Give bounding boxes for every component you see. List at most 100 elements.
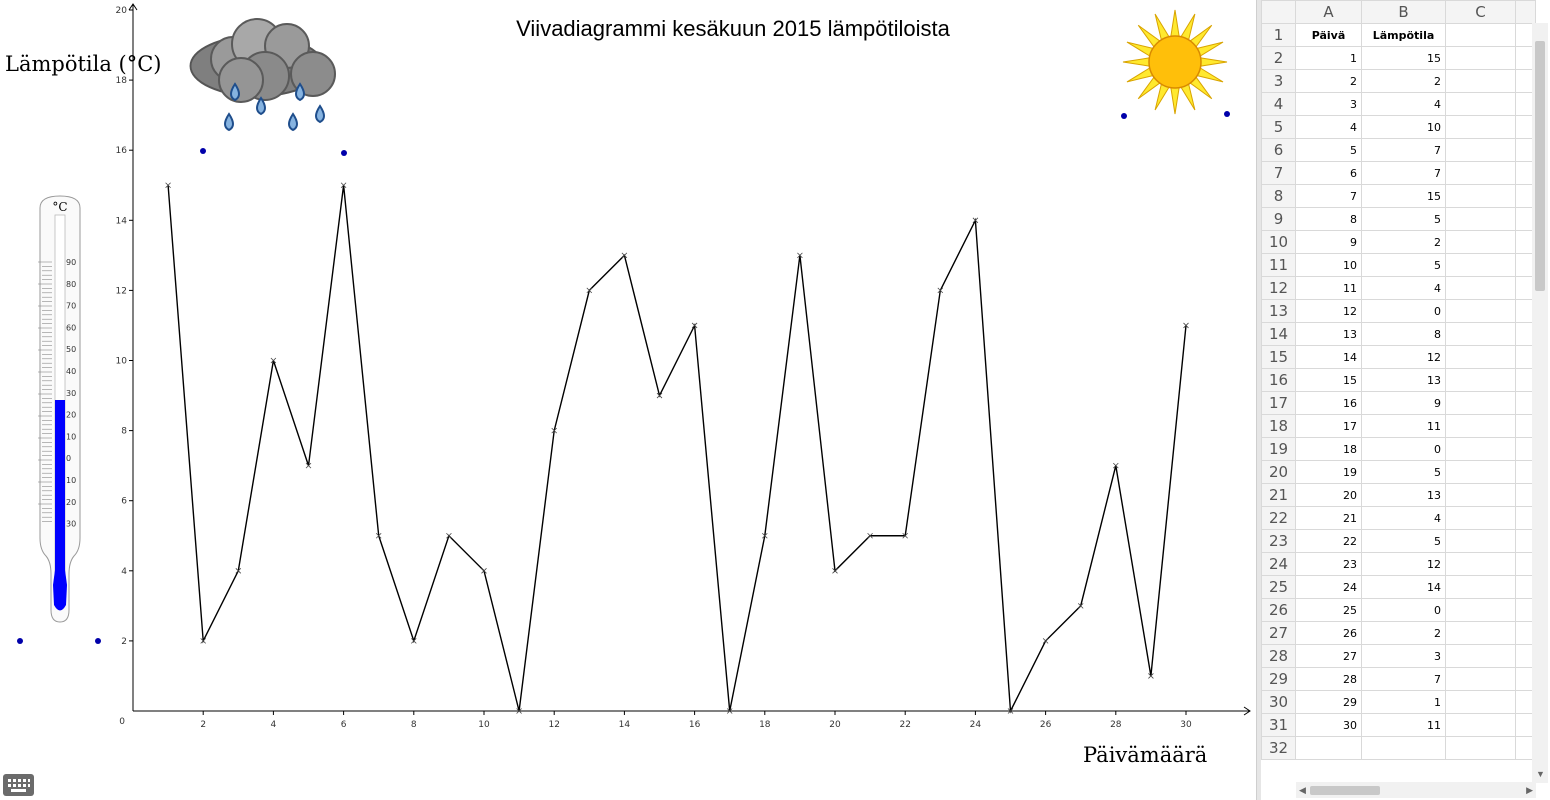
- scroll-left-icon[interactable]: ◀: [1299, 785, 1306, 795]
- row-header[interactable]: 24: [1261, 552, 1296, 576]
- row-header[interactable]: 10: [1261, 230, 1296, 254]
- spreadsheet-cell[interactable]: 23: [1295, 552, 1362, 576]
- row-header[interactable]: 8: [1261, 184, 1296, 208]
- row-header[interactable]: 31: [1261, 713, 1296, 737]
- row-header[interactable]: 5: [1261, 115, 1296, 139]
- spreadsheet-cell[interactable]: [1295, 736, 1362, 760]
- spreadsheet-cell[interactable]: 9: [1361, 391, 1446, 415]
- spreadsheet-cell[interactable]: 10: [1361, 115, 1446, 139]
- spreadsheet-cell[interactable]: [1445, 368, 1516, 392]
- spreadsheet-cell[interactable]: [1445, 161, 1516, 185]
- spreadsheet-cell[interactable]: 2: [1361, 230, 1446, 254]
- spreadsheet-cell[interactable]: [1445, 115, 1516, 139]
- spreadsheet-cell[interactable]: 3: [1361, 644, 1446, 668]
- row-header[interactable]: 12: [1261, 276, 1296, 300]
- spreadsheet-cell[interactable]: 7: [1295, 184, 1362, 208]
- scroll-right-icon[interactable]: ▶: [1526, 785, 1533, 795]
- row-header[interactable]: 14: [1261, 322, 1296, 346]
- spreadsheet-cell[interactable]: 14: [1361, 575, 1446, 599]
- spreadsheet-cell[interactable]: 5: [1361, 253, 1446, 277]
- spreadsheet-cell[interactable]: [1445, 92, 1516, 116]
- row-header[interactable]: 27: [1261, 621, 1296, 645]
- column-header[interactable]: B: [1361, 0, 1446, 24]
- spreadsheet-cell[interactable]: [1445, 506, 1516, 530]
- spreadsheet-cell[interactable]: 1: [1295, 46, 1362, 70]
- spreadsheet-cell[interactable]: 12: [1295, 299, 1362, 323]
- row-header[interactable]: 2: [1261, 46, 1296, 70]
- spreadsheet-cell[interactable]: 22: [1295, 529, 1362, 553]
- spreadsheet-cell[interactable]: Lämpötila: [1361, 23, 1446, 47]
- spreadsheet-cell[interactable]: 0: [1361, 598, 1446, 622]
- spreadsheet-cell[interactable]: 8: [1295, 207, 1362, 231]
- spreadsheet-cell[interactable]: [1445, 667, 1516, 691]
- spreadsheet-cell[interactable]: 25: [1295, 598, 1362, 622]
- vertical-scroll-thumb[interactable]: [1535, 41, 1545, 291]
- spreadsheet-cell[interactable]: 7: [1361, 667, 1446, 691]
- spreadsheet-cell[interactable]: [1445, 575, 1516, 599]
- spreadsheet-cell[interactable]: [1445, 414, 1516, 438]
- spreadsheet-cell[interactable]: [1445, 483, 1516, 507]
- spreadsheet-cell[interactable]: [1361, 736, 1446, 760]
- row-header[interactable]: 23: [1261, 529, 1296, 553]
- spreadsheet-cell[interactable]: 13: [1361, 483, 1446, 507]
- spreadsheet-cell[interactable]: [1445, 46, 1516, 70]
- spreadsheet-cell[interactable]: 14: [1295, 345, 1362, 369]
- spreadsheet-cell[interactable]: [1445, 299, 1516, 323]
- row-header[interactable]: 9: [1261, 207, 1296, 231]
- spreadsheet-cell[interactable]: [1445, 253, 1516, 277]
- row-header[interactable]: 19: [1261, 437, 1296, 461]
- spreadsheet-cell[interactable]: 9: [1295, 230, 1362, 254]
- spreadsheet-cell[interactable]: 0: [1361, 437, 1446, 461]
- spreadsheet-cell[interactable]: 4: [1361, 92, 1446, 116]
- spreadsheet-cell[interactable]: Päivä: [1295, 23, 1362, 47]
- spreadsheet-cell[interactable]: 7: [1361, 138, 1446, 162]
- spreadsheet-cell[interactable]: 15: [1295, 368, 1362, 392]
- rain-cloud-icon[interactable]: [189, 18, 336, 132]
- spreadsheet-cell[interactable]: 2: [1361, 69, 1446, 93]
- spreadsheet-cell[interactable]: 15: [1361, 46, 1446, 70]
- row-header[interactable]: 7: [1261, 161, 1296, 185]
- spreadsheet-cell[interactable]: 3: [1295, 92, 1362, 116]
- row-header[interactable]: 32: [1261, 736, 1296, 760]
- point[interactable]: [341, 150, 347, 156]
- spreadsheet-cell[interactable]: [1445, 276, 1516, 300]
- spreadsheet-cell[interactable]: [1445, 437, 1516, 461]
- spreadsheet-cell[interactable]: 15: [1361, 184, 1446, 208]
- spreadsheet-cell[interactable]: [1445, 621, 1516, 645]
- spreadsheet-cell[interactable]: [1445, 529, 1516, 553]
- spreadsheet-cell[interactable]: [1445, 736, 1516, 760]
- spreadsheet-cell[interactable]: [1445, 207, 1516, 231]
- row-header[interactable]: 22: [1261, 506, 1296, 530]
- point[interactable]: [1121, 113, 1127, 119]
- spreadsheet-cell[interactable]: 4: [1295, 115, 1362, 139]
- spreadsheet-cell[interactable]: 7: [1361, 161, 1446, 185]
- row-header[interactable]: 17: [1261, 391, 1296, 415]
- spreadsheet-cell[interactable]: 2: [1295, 69, 1362, 93]
- column-header[interactable]: C: [1445, 0, 1516, 24]
- sun-icon[interactable]: [1122, 9, 1228, 115]
- spreadsheet-cell[interactable]: [1445, 598, 1516, 622]
- row-header[interactable]: 30: [1261, 690, 1296, 714]
- spreadsheet-cell[interactable]: [1445, 138, 1516, 162]
- spreadsheet-view[interactable]: A B C 1 Päivä Lämpötila 2 1 15 3 2 2 4 3 4 5 4 10 6 5 7 7 6…: [1261, 0, 1550, 800]
- spreadsheet-cell[interactable]: [1445, 23, 1516, 47]
- spreadsheet-cell[interactable]: 4: [1361, 506, 1446, 530]
- row-header[interactable]: 20: [1261, 460, 1296, 484]
- spreadsheet-cell[interactable]: 13: [1295, 322, 1362, 346]
- horizontal-scrollbar[interactable]: ◀ ▶: [1296, 782, 1536, 798]
- row-header[interactable]: 26: [1261, 598, 1296, 622]
- spreadsheet-cell[interactable]: 11: [1361, 713, 1446, 737]
- row-header[interactable]: 25: [1261, 575, 1296, 599]
- spreadsheet-cell[interactable]: [1445, 345, 1516, 369]
- spreadsheet-cell[interactable]: 5: [1361, 529, 1446, 553]
- row-header[interactable]: 21: [1261, 483, 1296, 507]
- point[interactable]: [200, 148, 206, 154]
- spreadsheet-cell[interactable]: 4: [1361, 276, 1446, 300]
- row-header[interactable]: 18: [1261, 414, 1296, 438]
- row-header[interactable]: 6: [1261, 138, 1296, 162]
- row-header[interactable]: 15: [1261, 345, 1296, 369]
- spreadsheet-cell[interactable]: 28: [1295, 667, 1362, 691]
- spreadsheet-cell[interactable]: 5: [1361, 460, 1446, 484]
- spreadsheet-cell[interactable]: 6: [1295, 161, 1362, 185]
- keyboard-icon[interactable]: [3, 774, 34, 796]
